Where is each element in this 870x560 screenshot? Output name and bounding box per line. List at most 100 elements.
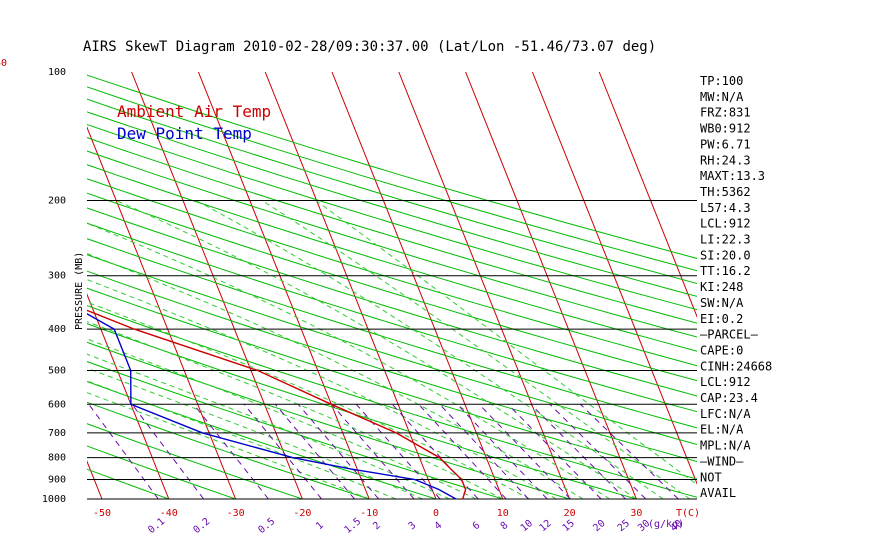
moist-adiabat-line [87,338,477,499]
bottom-temp-tick-label: -20 [293,508,311,519]
moist-adiabat-line [195,200,664,499]
mixing-ratio-line [193,403,269,499]
stability-index-item: SI:20.0 [700,248,751,262]
legend-entry: Dew Point Temp [117,124,252,143]
mixing-ratio-label: 0.1 [146,516,167,536]
dry-adiabat-line [87,361,503,499]
bottom-temp-tick-label: 20 [564,508,576,519]
stability-index-item: L57:4.3 [700,201,751,215]
pressure-tick-label: 700 [48,428,66,439]
dry-adiabat-line [87,401,370,499]
dry-adiabat-line [87,178,697,367]
mixing-ratio-label: 1 [314,520,326,532]
dry-adiabat-line [87,86,697,272]
stability-index-item: TP:100 [700,74,743,88]
legend-entry: Ambient Air Temp [117,102,271,121]
dry-adiabat-line [87,164,697,352]
stability-index-item: TT:16.2 [700,264,751,278]
mixing-ratio-label: 0.2 [192,516,213,536]
mixing-ratio-label: 10 [519,518,535,534]
stability-index-item: CINH:24668 [700,359,772,373]
dry-adiabat-line [87,150,697,338]
dry-adiabat-line [87,207,697,397]
stability-index-item: CAP:23.4 [700,391,758,405]
stability-index-item: —PARCEL— [700,328,759,342]
dry-adiabat-line [87,238,697,429]
dry-adiabat-line [87,423,303,499]
mixing-ratio-line [274,403,355,499]
isotherm-line [465,72,637,499]
mixing-ratio-label: 4 [433,520,445,532]
temp-unit-label: T(C) [676,508,700,519]
stability-index-item: CAPE:0 [700,343,743,357]
mixing-ratio-label: 2 [371,520,383,532]
pressure-lines-frame [87,200,697,500]
stability-index-item: WB0:912 [700,122,751,136]
dry-adiabat-line [87,445,236,499]
dry-adiabat-line [87,380,437,499]
isotherm-line [531,72,697,485]
dry-adiabat-line [87,270,697,463]
mixing-ratio-line [331,403,415,499]
bottom-temp-tick-label: 30 [630,508,642,519]
isotherm-line [0,72,35,499]
dry-adiabat-line [87,74,697,259]
mixing-ratio-label: 6 [471,520,483,532]
stability-index-item: —WIND— [700,454,744,468]
pressure-tick-label: 500 [48,365,66,376]
isotherm-line [87,293,170,499]
moist-adiabat-line [87,392,370,499]
pressure-tick-label: 1000 [42,494,66,505]
moist-adiabat-line [87,353,450,499]
mixing-ratio-label: 1.5 [342,516,363,536]
stability-index-item: MW:N/A [700,90,744,104]
mixing-ratio-line [131,403,205,499]
dry-adiabat-line [87,111,697,297]
mixing-ratio-line [88,403,159,499]
mixing-ratio-line [243,403,322,499]
bottom-temp-tick-label: -50 [93,508,111,519]
mixing-ratio-label: 8 [499,520,511,532]
stability-index-item: SW:N/A [700,296,744,310]
ambient-temp-line [87,309,467,499]
isotherm-line [131,72,303,499]
bottom-temp-tick-label: 0 [433,508,439,519]
stability-index-item: AVAIL [700,486,736,500]
stability-index-item: LCL:912 [700,375,751,389]
isotherm-line [264,72,437,499]
y-axis-label: PRESSURE (MB) [74,252,85,330]
mixing-ratio-line [530,403,626,499]
mixing-ratio-label: 25 [616,518,632,534]
dew-point-line [87,312,457,499]
dry-adiabat-line [87,123,697,311]
mixing-ratio-line [580,403,679,499]
stability-index-item: TH:5362 [700,185,751,199]
isotherm-line [398,72,571,499]
dry-adiabat-line [87,254,697,446]
chart-title: AIRS SkewT Diagram 2010-02-28/09:30:37.0… [83,39,656,55]
mixing-ratio-line [507,403,602,499]
pressure-tick-label: 200 [48,196,66,207]
dry-adiabat-line [87,98,697,284]
bottom-temp-tick-label: -40 [160,508,178,519]
stability-index-item: LCL:912 [700,217,751,231]
isotherm-line [87,126,237,499]
stability-index-item: EL:N/A [700,423,744,437]
dry-adiabat-line [87,287,697,480]
stability-index-item: FRZ:831 [700,106,751,120]
mixing-ratio-label: 3 [407,520,419,532]
isotherm-line [598,72,697,318]
pressure-tick-label: 100 [48,67,66,78]
mixing-ratio-line [478,403,571,499]
mixing-ratio-label: 0.5 [256,516,277,536]
stability-index-item: KI:248 [700,280,743,294]
bottom-temp-tick-label: -30 [227,508,245,519]
pressure-tick-label: 400 [48,324,66,335]
mixing-ratio-label: 20 [591,518,607,534]
top-temp-tick-label: -40 [0,58,7,69]
pressure-tick-label: 900 [48,474,66,485]
bottom-temp-tick-label: 10 [497,508,509,519]
dry-adiabat-line [87,137,697,324]
moist-adiabat-line [87,252,584,499]
